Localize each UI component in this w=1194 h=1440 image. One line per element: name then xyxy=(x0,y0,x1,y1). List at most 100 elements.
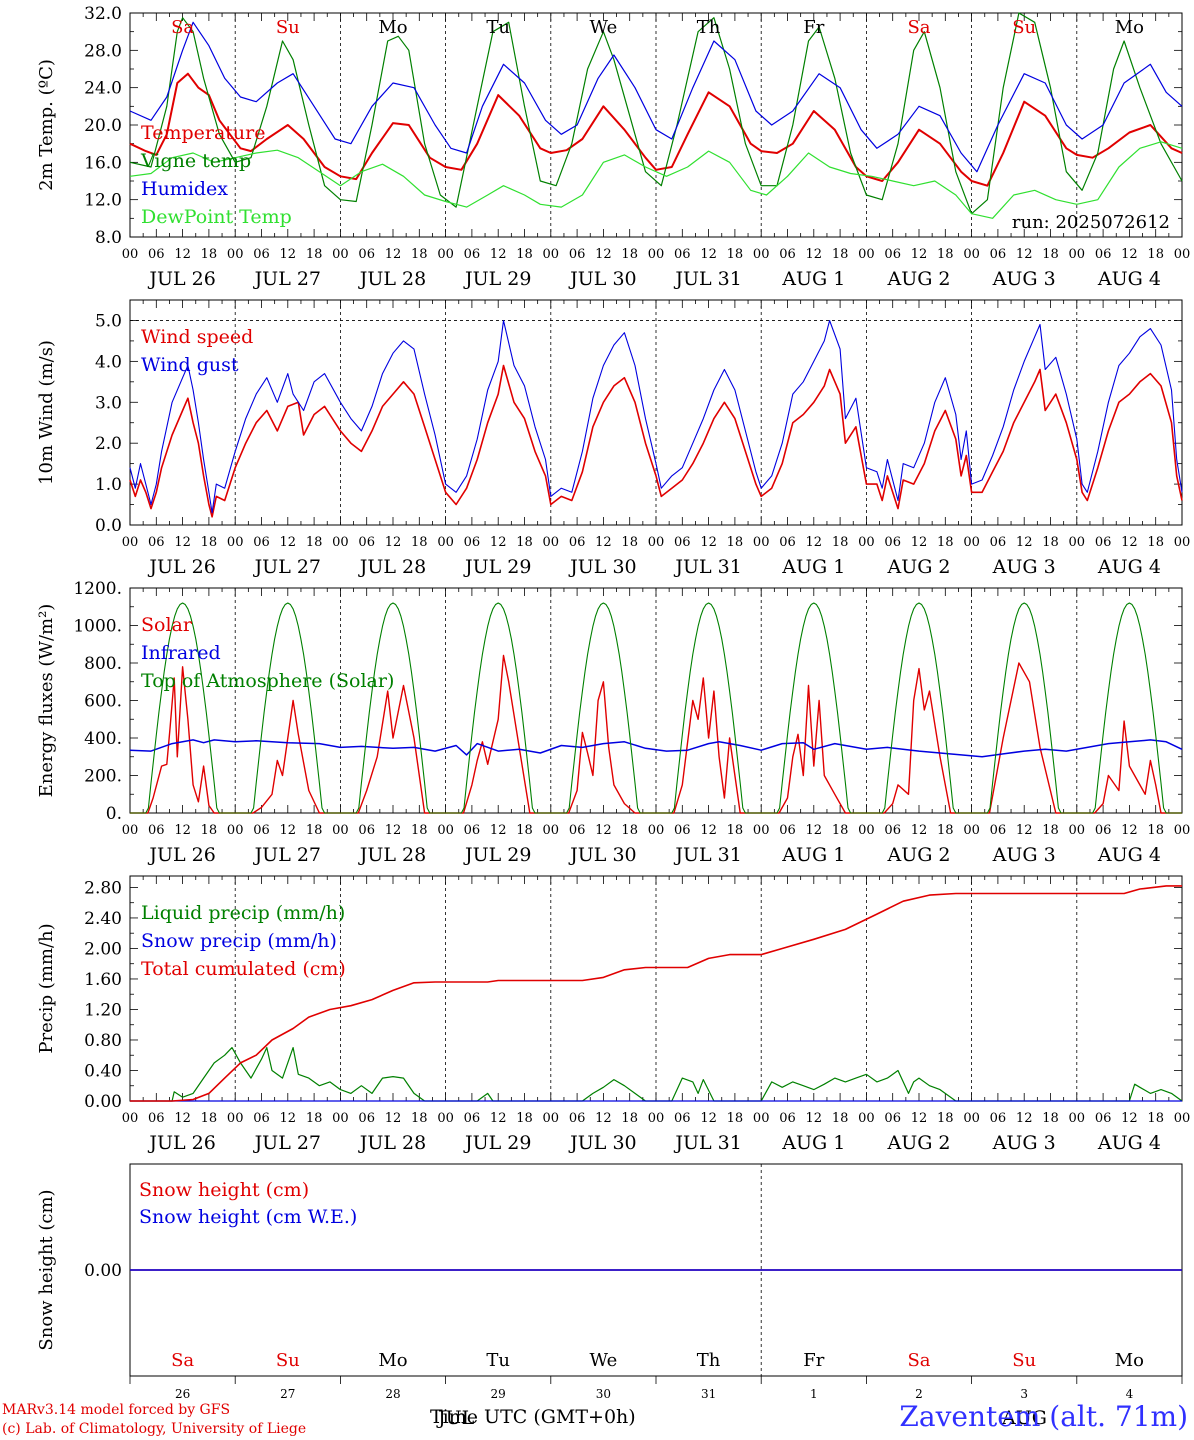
day-label: AUG 2 xyxy=(886,556,950,578)
hour-tick-label: 12 xyxy=(490,823,507,838)
legend-entry: Humidex xyxy=(141,178,228,200)
y-tick-label: 0.0 xyxy=(95,516,122,536)
hour-tick-label: 18 xyxy=(306,247,323,262)
hour-tick-label: 12 xyxy=(174,1111,191,1126)
day-number-label: 28 xyxy=(385,1387,400,1401)
hour-tick-label: 12 xyxy=(1016,823,1033,838)
hour-tick-label: 12 xyxy=(806,247,823,262)
weekday-label: Sa xyxy=(907,17,930,38)
x-axis-title: Time UTC (GMT+0h) xyxy=(430,1406,636,1428)
hour-tick-label: 12 xyxy=(490,1111,507,1126)
hour-tick-label: 18 xyxy=(1042,823,1059,838)
weekday-label: We xyxy=(590,1350,618,1371)
hour-tick-label: 12 xyxy=(911,535,928,550)
hour-tick-label: 12 xyxy=(1121,1111,1138,1126)
hour-tick-label: 00 xyxy=(963,535,980,550)
hour-tick-label: 06 xyxy=(358,535,375,550)
hour-tick-label: 06 xyxy=(569,823,586,838)
hour-tick-label: 12 xyxy=(911,1111,928,1126)
day-label: JUL 26 xyxy=(147,268,215,290)
model-credit: MARv3.14 model forced by GFS xyxy=(2,1402,231,1418)
hour-tick-label: 18 xyxy=(1042,535,1059,550)
weekday-label: Th xyxy=(697,1350,721,1371)
hour-tick-label: 06 xyxy=(884,247,901,262)
hour-tick-label: 00 xyxy=(963,823,980,838)
hour-tick-label: 00 xyxy=(332,1111,349,1126)
hour-tick-label: 12 xyxy=(595,1111,612,1126)
hour-tick-label: 18 xyxy=(411,535,428,550)
weekday-label: Fr xyxy=(803,1350,824,1371)
legend-entry: Snow precip (mm/h) xyxy=(141,930,337,952)
day-label: AUG 2 xyxy=(886,268,950,290)
hour-tick-label: 12 xyxy=(595,823,612,838)
day-label: JUL 29 xyxy=(463,1132,531,1154)
day-label: AUG 3 xyxy=(992,1132,1056,1154)
day-label: JUL 28 xyxy=(358,268,426,290)
hour-tick-label: 12 xyxy=(174,823,191,838)
hour-tick-label: 12 xyxy=(700,535,717,550)
weekday-label: Mo xyxy=(1115,1350,1144,1371)
hour-tick-label: 06 xyxy=(674,1111,691,1126)
hour-tick-label: 18 xyxy=(306,823,323,838)
hour-tick-label: 12 xyxy=(280,535,297,550)
hour-tick-label: 18 xyxy=(201,535,218,550)
hour-tick-label: 12 xyxy=(1016,1111,1033,1126)
hour-tick-label: 06 xyxy=(990,535,1007,550)
hour-tick-label: 06 xyxy=(253,247,270,262)
weekday-label: Th xyxy=(697,17,721,38)
y-tick-label: 1.60 xyxy=(84,970,122,990)
hour-tick-label: 12 xyxy=(490,247,507,262)
day-label: AUG 3 xyxy=(992,844,1056,866)
hour-tick-label: 12 xyxy=(806,535,823,550)
hour-tick-label: 00 xyxy=(648,247,665,262)
hour-tick-label: 06 xyxy=(1095,535,1112,550)
weekday-label: Su xyxy=(276,17,300,38)
hour-tick-label: 06 xyxy=(464,823,481,838)
hour-tick-label: 12 xyxy=(174,535,191,550)
day-label: JUL 28 xyxy=(358,556,426,578)
day-number-label: 4 xyxy=(1126,1387,1134,1401)
series-line xyxy=(129,21,1183,173)
legend-entry: Solar xyxy=(141,614,193,636)
hour-tick-label: 18 xyxy=(937,1111,954,1126)
y-tick-label: 20.0 xyxy=(84,116,122,136)
legend-entry: Vigne temp xyxy=(140,150,251,172)
hour-tick-label: 12 xyxy=(1121,823,1138,838)
series-line xyxy=(129,739,1183,758)
hour-tick-label: 06 xyxy=(779,535,796,550)
hour-tick-label: 06 xyxy=(253,535,270,550)
y-axis-title: 10m Wind (m/s) xyxy=(36,340,57,485)
hour-tick-label: 00 xyxy=(1174,247,1191,262)
y-axis-title: Precip (mm/h) xyxy=(36,923,57,1053)
day-label: JUL 29 xyxy=(463,268,531,290)
y-tick-label: 200. xyxy=(84,767,122,787)
hour-tick-label: 18 xyxy=(727,823,744,838)
weekday-label: Mo xyxy=(378,1350,407,1371)
y-tick-label: 0.00 xyxy=(84,1261,122,1281)
hour-tick-label: 18 xyxy=(937,247,954,262)
hour-tick-label: 12 xyxy=(1121,535,1138,550)
plot-frame xyxy=(129,587,1183,814)
day-label: AUG 4 xyxy=(1097,1132,1161,1154)
y-tick-label: 1200. xyxy=(73,579,122,599)
weekday-label: Fr xyxy=(803,17,824,38)
hour-tick-label: 00 xyxy=(858,823,875,838)
hour-tick-label: 06 xyxy=(464,1111,481,1126)
hour-tick-label: 06 xyxy=(1095,823,1112,838)
hour-tick-label: 00 xyxy=(227,247,244,262)
day-label: JUL 26 xyxy=(147,556,215,578)
hour-tick-label: 06 xyxy=(148,247,165,262)
day-label: AUG 1 xyxy=(781,1132,845,1154)
legend-entry: Temperature xyxy=(141,122,265,144)
hour-tick-label: 00 xyxy=(1069,535,1086,550)
hour-tick-label: 12 xyxy=(700,823,717,838)
y-tick-label: 2.0 xyxy=(95,434,122,454)
hour-tick-label: 12 xyxy=(911,823,928,838)
hour-tick-label: 00 xyxy=(963,247,980,262)
hour-tick-label: 06 xyxy=(253,1111,270,1126)
hour-tick-label: 06 xyxy=(358,247,375,262)
series-line xyxy=(129,141,1183,219)
hour-tick-label: 18 xyxy=(1147,823,1164,838)
hour-tick-label: 06 xyxy=(990,1111,1007,1126)
station-name: Zaventem (alt. 71m) xyxy=(899,1400,1188,1433)
